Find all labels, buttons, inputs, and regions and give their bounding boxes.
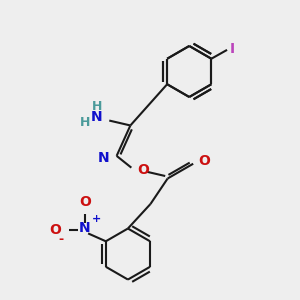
Text: O: O: [49, 224, 61, 238]
Text: O: O: [137, 163, 149, 177]
Text: N: N: [90, 110, 102, 124]
Text: H: H: [92, 100, 102, 113]
Text: N: N: [98, 151, 110, 165]
Text: -: -: [58, 233, 63, 246]
Text: H: H: [80, 116, 90, 129]
Text: O: O: [79, 195, 91, 209]
Text: +: +: [92, 214, 102, 224]
Text: I: I: [230, 42, 235, 56]
Text: O: O: [198, 154, 210, 168]
Text: N: N: [79, 221, 91, 235]
